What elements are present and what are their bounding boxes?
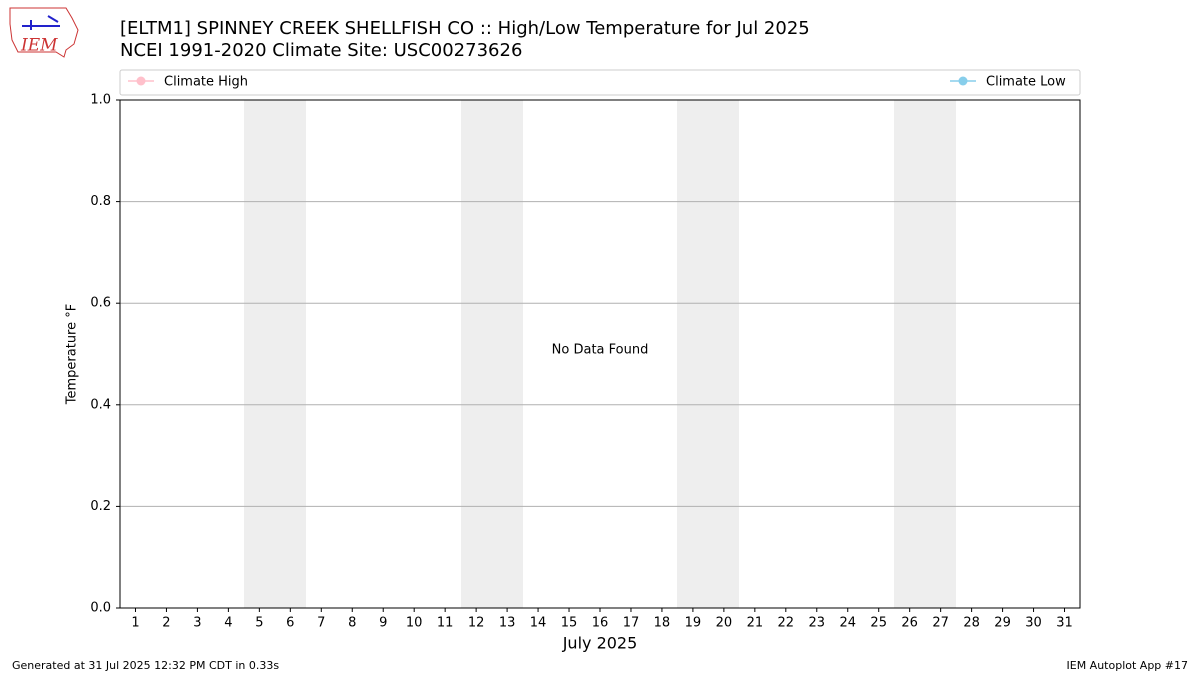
- logo-text: IEM: [20, 36, 58, 56]
- x-tick-label: 4: [224, 616, 232, 631]
- x-tick-label: 20: [716, 616, 733, 631]
- x-tick-label: 23: [809, 616, 826, 631]
- legend-label: Climate Low: [986, 75, 1066, 90]
- x-tick-label: 27: [932, 616, 949, 631]
- x-tick-label: 12: [468, 616, 485, 631]
- x-tick-label: 14: [530, 616, 547, 631]
- x-tick-label: 1: [131, 616, 139, 631]
- x-tick-label: 24: [839, 616, 856, 631]
- y-tick-label: 0.4: [90, 397, 111, 412]
- x-tick-label: 29: [994, 616, 1011, 631]
- footer-right: IEM Autoplot App #17: [1067, 659, 1189, 672]
- legend-label: Climate High: [164, 75, 248, 90]
- legend-marker: [958, 76, 968, 86]
- x-tick-label: 13: [499, 616, 516, 631]
- x-tick-label: 3: [193, 616, 201, 631]
- x-tick-label: 5: [255, 616, 263, 631]
- x-tick-label: 28: [963, 616, 980, 631]
- footer-left: Generated at 31 Jul 2025 12:32 PM CDT in…: [12, 659, 279, 672]
- y-tick-label: 0.6: [90, 296, 111, 311]
- chart-title: [ELTM1] SPINNEY CREEK SHELLFISH CO :: Hi…: [120, 18, 810, 39]
- annotation: No Data Found: [552, 343, 649, 358]
- y-tick-label: 1.0: [90, 93, 111, 108]
- x-tick-label: 31: [1056, 616, 1073, 631]
- x-tick-label: 8: [348, 616, 356, 631]
- x-tick-label: 6: [286, 616, 294, 631]
- y-tick-label: 0.2: [90, 499, 111, 514]
- legend-marker: [136, 76, 146, 86]
- x-tick-label: 22: [778, 616, 795, 631]
- weekend-shading: [244, 100, 956, 608]
- x-tick-label: 11: [437, 616, 454, 631]
- y-tick-label: 0.8: [90, 194, 111, 209]
- x-tick-label: 21: [747, 616, 764, 631]
- x-tick-label: 7: [317, 616, 325, 631]
- x-tick-label: 15: [561, 616, 578, 631]
- chart-subtitle: NCEI 1991-2020 Climate Site: USC00273626: [120, 40, 522, 61]
- grid: [120, 201, 1080, 507]
- x-tick-label: 18: [654, 616, 671, 631]
- x-tick-label: 17: [623, 616, 640, 631]
- x-tick-label: 2: [162, 616, 170, 631]
- logo: IEM: [9, 7, 79, 58]
- x-tick-label: 10: [406, 616, 423, 631]
- x-axis-label: July 2025: [562, 634, 638, 653]
- y-tick-label: 0.0: [90, 601, 111, 616]
- legend-box: [119, 69, 1081, 96]
- y-axis-label: Temperature °F: [65, 304, 80, 405]
- x-tick-label: 9: [379, 616, 387, 631]
- x-tick-label: 19: [685, 616, 702, 631]
- x-tick-label: 16: [592, 616, 609, 631]
- x-tick-label: 30: [1025, 616, 1042, 631]
- x-tick-label: 25: [870, 616, 887, 631]
- x-tick-label: 26: [901, 616, 918, 631]
